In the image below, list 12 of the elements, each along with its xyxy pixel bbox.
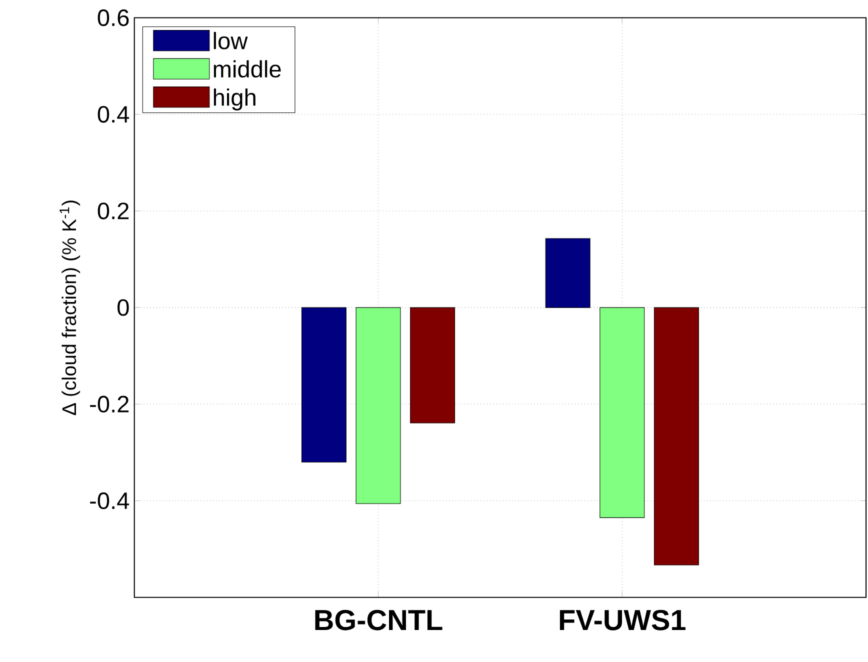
y-tick-label: -0.2 <box>90 396 129 413</box>
legend-label: middle <box>214 60 281 78</box>
x-tick-label: BG-CNTL <box>315 610 442 631</box>
y-tick-label: -0.4 <box>90 492 130 510</box>
y-tick-label: 0.4 <box>98 106 130 123</box>
x-tick-label: FV-UWS1 <box>560 610 686 631</box>
y-tick-label: 0.6 <box>98 10 129 26</box>
y-axis-title: Δ (cloud fraction) (% K$^{-1}$) <box>60 200 80 416</box>
legend-label: low <box>214 32 248 50</box>
y-tick-label: 0.2 <box>98 202 129 220</box>
y-tick-label: 0 <box>118 299 129 316</box>
legend-label: high <box>214 88 256 111</box>
